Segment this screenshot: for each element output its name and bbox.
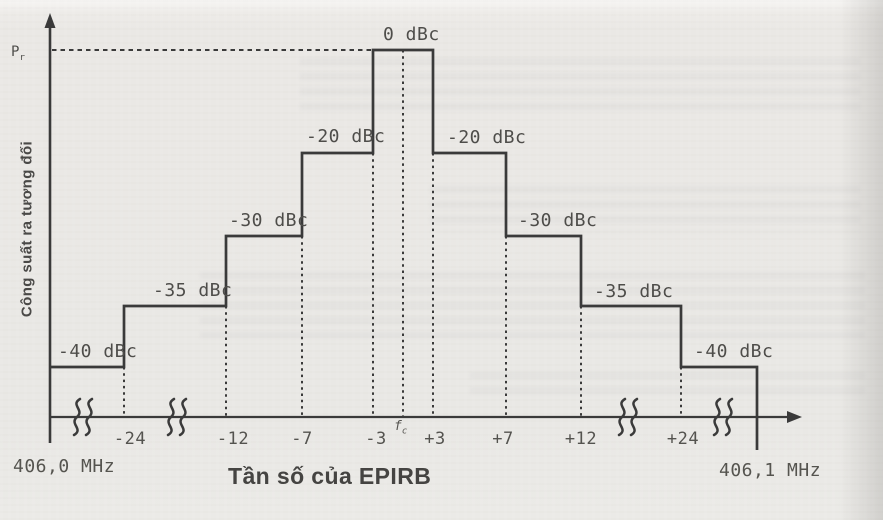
tick-dashed-lines — [123, 50, 682, 417]
level-label-right-30dbc: -30 dBc — [518, 210, 598, 231]
level-label-left-20dbc: -20 dBc — [306, 126, 386, 147]
axis-break-squiggle — [84, 397, 94, 437]
x-axis-arrow — [787, 411, 802, 423]
axis-break-marks — [72, 397, 734, 437]
axis-break-squiggle — [166, 397, 176, 437]
tick-label-p7: +7 — [492, 429, 514, 449]
axis-break-squiggle — [629, 397, 639, 437]
pr-peak-label: Pr — [11, 44, 25, 63]
mask-step-line — [50, 48, 759, 450]
level-label-right-35dbc: -35 dBc — [594, 281, 674, 302]
freq-left-label: 406,0 MHz — [13, 456, 116, 477]
tick-label-m3: -3 — [365, 429, 387, 449]
axis-break-squiggle — [724, 397, 734, 437]
level-label-left-40dbc: -40 dBc — [58, 341, 138, 362]
y-axis-title: Công suất ra tương đối — [18, 140, 36, 318]
tick-label-p3: +3 — [424, 429, 446, 449]
level-label-0dbc: 0 dBc — [383, 24, 440, 45]
freq-right-label: 406,1 MHz — [719, 460, 822, 481]
axis-break-squiggle — [72, 397, 82, 437]
level-label-right-20dbc: -20 dBc — [447, 127, 527, 148]
fc-tick-label: fc — [394, 419, 408, 437]
tick-label-m24: -24 — [113, 429, 147, 449]
axis-break-squiggle — [178, 397, 188, 437]
level-label-right-40dbc: -40 dBc — [694, 341, 774, 362]
axis-break-squiggle — [617, 397, 627, 437]
x-axis-title: Tần số của EPIRB — [228, 463, 432, 489]
tick-label-m7: -7 — [291, 429, 313, 449]
level-label-left-30dbc: -30 dBc — [229, 210, 309, 231]
axis-break-squiggle — [712, 397, 722, 437]
tick-label-m12: -12 — [216, 429, 250, 449]
tick-label-p24: +24 — [666, 429, 700, 449]
tick-label-p12: +12 — [564, 429, 598, 449]
level-label-left-35dbc: -35 dBc — [153, 280, 233, 301]
y-axis-arrow — [44, 13, 56, 28]
